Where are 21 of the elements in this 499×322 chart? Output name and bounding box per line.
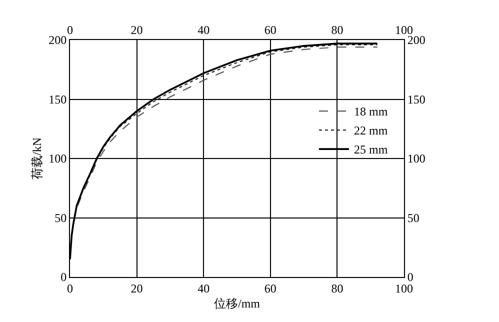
y2-tick-label: 150: [407, 92, 426, 106]
legend-label: 18 mm: [354, 104, 388, 119]
x2-tick-label: 80: [331, 281, 344, 296]
x-tick-label: 20: [130, 23, 143, 38]
y2-tick-label: 100: [407, 152, 426, 166]
y-tick-label: 100: [48, 152, 67, 166]
x-axis-title: 位移/mm: [214, 296, 261, 310]
x-tick-label: 60: [264, 23, 276, 38]
y-tick-label: 200: [48, 33, 67, 48]
x2-tick-label: 40: [198, 281, 210, 296]
legend-label: 22 mm: [354, 124, 388, 138]
x-tick-label: 80: [331, 23, 344, 38]
x-tick-label: 40: [198, 23, 210, 38]
y-tick-label: 50: [54, 210, 67, 225]
y2-tick-label: 50: [407, 210, 420, 225]
x2-tick-label: 20: [130, 281, 143, 296]
x2-tick-label: 60: [264, 281, 276, 296]
y-axis-title: 荷载/kN: [30, 137, 44, 180]
legend-label: 25 mm: [354, 142, 388, 157]
y-tick-label: 0: [60, 270, 67, 284]
y-tick-label: 150: [48, 92, 67, 106]
